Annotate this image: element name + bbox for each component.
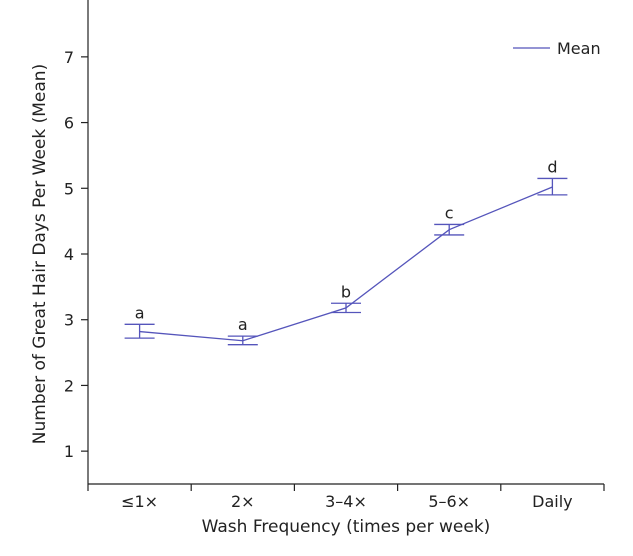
series-line-mean xyxy=(139,186,553,342)
x-tick-label: 5–6× xyxy=(428,492,470,511)
significance-label: b xyxy=(341,282,351,301)
x-axis-title: Wash Frequency (times per week) xyxy=(202,517,491,537)
x-tick-label: 3–4× xyxy=(325,492,367,511)
y-tick-label: 7 xyxy=(64,48,74,67)
significance-label: d xyxy=(547,157,557,176)
y-tick-label: 5 xyxy=(64,179,74,198)
axes xyxy=(87,0,604,485)
legend: Mean xyxy=(513,39,601,58)
significance-label: c xyxy=(445,203,454,222)
y-tick-label: 3 xyxy=(64,311,74,330)
legend-label-mean: Mean xyxy=(557,39,601,58)
significance-label: a xyxy=(238,315,248,334)
y-tick-label: 1 xyxy=(64,442,74,461)
y-tick-label: 2 xyxy=(64,376,74,395)
x-tick-label: 2× xyxy=(231,492,255,511)
x-ticks: ≤1× 2× 3–4× 5–6× Daily xyxy=(87,484,605,511)
significance-label: a xyxy=(135,303,145,322)
x-tick-label: ≤1× xyxy=(121,492,158,511)
x-tick-label: Daily xyxy=(532,492,572,511)
series: a a b c d xyxy=(124,157,568,346)
y-axis-title: Number of Great Hair Days Per Week (Mean… xyxy=(30,64,50,444)
y-tick-label: 4 xyxy=(64,245,74,264)
y-tick-label: 6 xyxy=(64,114,74,133)
y-ticks: 1 2 3 4 5 6 7 xyxy=(64,48,88,461)
